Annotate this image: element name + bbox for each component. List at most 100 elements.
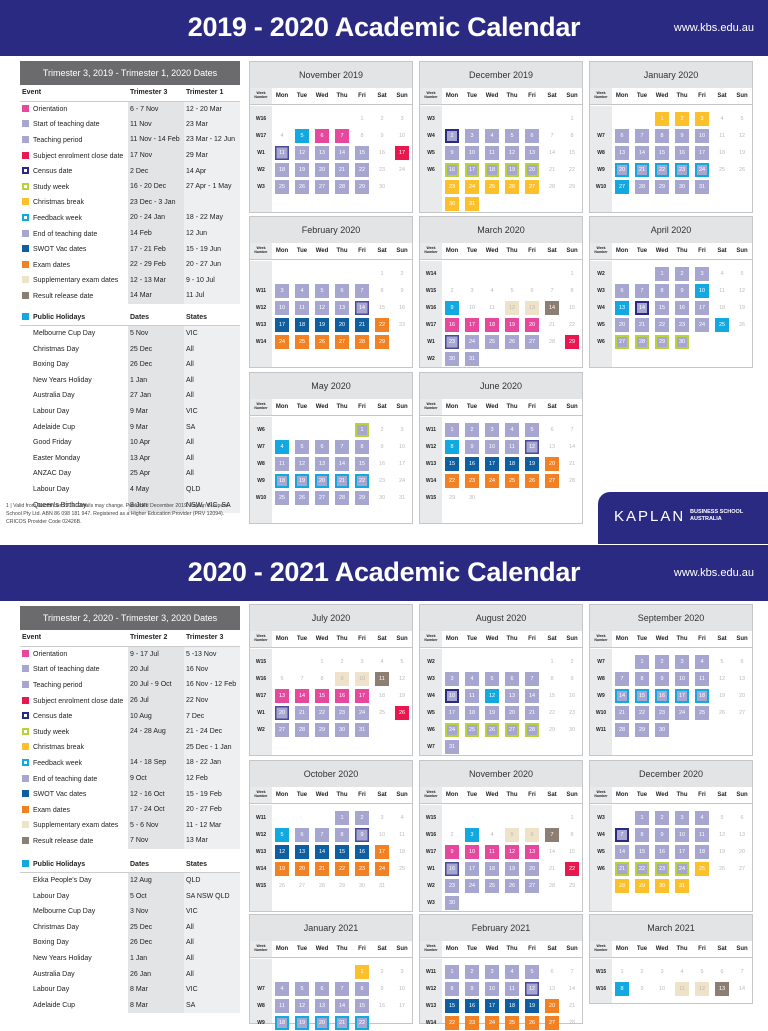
- day-number[interactable]: 10: [378, 831, 386, 838]
- day-number[interactable]: 4: [465, 671, 479, 686]
- day-number[interactable]: 21: [355, 317, 369, 332]
- day-number[interactable]: 17: [675, 688, 689, 703]
- day-number[interactable]: 30: [655, 722, 669, 737]
- day-number[interactable]: 18: [378, 692, 386, 699]
- day-number[interactable]: 22: [655, 162, 669, 177]
- day-number[interactable]: 27: [738, 709, 746, 716]
- day-number[interactable]: 11: [375, 671, 389, 686]
- day-number[interactable]: 1: [635, 654, 649, 669]
- day-number[interactable]: 25: [695, 705, 709, 720]
- day-number[interactable]: 10: [485, 981, 499, 996]
- day-number[interactable]: 2: [445, 128, 459, 143]
- day-number[interactable]: 12: [525, 439, 539, 454]
- day-number[interactable]: 20: [275, 705, 289, 720]
- day-number[interactable]: 3: [380, 814, 384, 821]
- day-number[interactable]: 13: [335, 300, 349, 315]
- day-number[interactable]: 18: [275, 162, 289, 177]
- day-number[interactable]: 1: [635, 810, 649, 825]
- day-number[interactable]: 22: [655, 317, 669, 332]
- day-number[interactable]: 10: [675, 671, 689, 686]
- day-number[interactable]: 6: [280, 675, 284, 682]
- day-number[interactable]: 11: [505, 439, 519, 454]
- day-number[interactable]: 7: [550, 132, 554, 139]
- day-number[interactable]: 15: [548, 692, 556, 699]
- day-number[interactable]: 25: [485, 179, 499, 194]
- day-number[interactable]: 17: [675, 844, 689, 859]
- day-number[interactable]: 29: [635, 878, 649, 893]
- day-number[interactable]: 3: [660, 968, 664, 975]
- day-number[interactable]: 10: [465, 844, 479, 859]
- day-number[interactable]: 9: [655, 671, 669, 686]
- day-number[interactable]: 6: [740, 814, 744, 821]
- day-number[interactable]: 29: [448, 494, 456, 501]
- day-number[interactable]: 13: [315, 998, 329, 1013]
- day-number[interactable]: 3: [485, 964, 499, 979]
- day-number[interactable]: 2: [400, 270, 404, 277]
- day-number[interactable]: 13: [525, 145, 539, 160]
- day-number[interactable]: 25: [275, 490, 289, 505]
- day-number[interactable]: 27: [315, 179, 329, 194]
- day-number[interactable]: 3: [360, 658, 364, 665]
- day-number[interactable]: 31: [675, 878, 689, 893]
- day-number[interactable]: 1: [380, 270, 384, 277]
- day-number[interactable]: 6: [615, 128, 629, 143]
- day-number[interactable]: 7: [615, 827, 629, 842]
- day-number[interactable]: 28: [548, 882, 556, 889]
- day-number[interactable]: 28: [568, 1019, 576, 1026]
- day-number[interactable]: 15: [568, 149, 576, 156]
- day-number[interactable]: 31: [355, 722, 369, 737]
- day-number[interactable]: 26: [738, 321, 746, 328]
- day-number[interactable]: 2: [340, 658, 344, 665]
- day-number[interactable]: 18: [485, 861, 499, 876]
- day-number[interactable]: 24: [398, 166, 406, 173]
- day-number[interactable]: 15: [445, 998, 459, 1013]
- day-number[interactable]: 2: [380, 968, 384, 975]
- day-number[interactable]: 25: [378, 709, 386, 716]
- day-number[interactable]: 1: [620, 968, 624, 975]
- day-number[interactable]: 16: [675, 300, 689, 315]
- day-number[interactable]: 30: [445, 895, 459, 910]
- day-number[interactable]: 4: [720, 115, 724, 122]
- day-number[interactable]: 17: [465, 162, 479, 177]
- day-number[interactable]: 18: [485, 162, 499, 177]
- day-number[interactable]: 5: [315, 283, 329, 298]
- day-number[interactable]: 23: [445, 179, 459, 194]
- day-number[interactable]: 21: [635, 162, 649, 177]
- day-number[interactable]: 31: [445, 739, 459, 754]
- day-number[interactable]: 15: [568, 848, 576, 855]
- day-number[interactable]: 30: [445, 351, 459, 366]
- day-number[interactable]: 18: [465, 705, 479, 720]
- day-number[interactable]: 13: [738, 831, 746, 838]
- day-number[interactable]: 24: [695, 317, 709, 332]
- day-number[interactable]: 25: [485, 334, 499, 349]
- day-number[interactable]: 7: [545, 827, 559, 842]
- day-number[interactable]: 21: [635, 317, 649, 332]
- day-number[interactable]: 17: [445, 705, 459, 720]
- day-number[interactable]: 26: [315, 334, 329, 349]
- day-number[interactable]: 30: [445, 196, 459, 211]
- day-number[interactable]: 14: [315, 844, 329, 859]
- day-number[interactable]: 6: [615, 283, 629, 298]
- day-number[interactable]: 19: [275, 861, 289, 876]
- day-number[interactable]: 29: [655, 179, 669, 194]
- day-number[interactable]: 10: [468, 304, 476, 311]
- day-number[interactable]: 30: [675, 334, 689, 349]
- day-number[interactable]: 26: [525, 1015, 539, 1030]
- day-number[interactable]: 18: [505, 456, 519, 471]
- day-number[interactable]: 9: [640, 985, 644, 992]
- day-number[interactable]: 21: [548, 865, 556, 872]
- day-number[interactable]: 5: [295, 439, 309, 454]
- day-number[interactable]: 2: [675, 111, 689, 126]
- day-number[interactable]: 6: [315, 981, 329, 996]
- day-number[interactable]: 11: [275, 998, 289, 1013]
- day-number[interactable]: 1: [655, 111, 669, 126]
- day-number[interactable]: 9: [335, 671, 349, 686]
- day-number[interactable]: 5: [505, 128, 519, 143]
- day-number[interactable]: 20: [315, 1015, 329, 1030]
- day-number[interactable]: 14: [355, 300, 369, 315]
- day-number[interactable]: 12: [295, 998, 309, 1013]
- day-number[interactable]: 30: [335, 722, 349, 737]
- day-number[interactable]: 6: [720, 968, 724, 975]
- day-number[interactable]: 18: [718, 149, 726, 156]
- day-number[interactable]: 24: [465, 334, 479, 349]
